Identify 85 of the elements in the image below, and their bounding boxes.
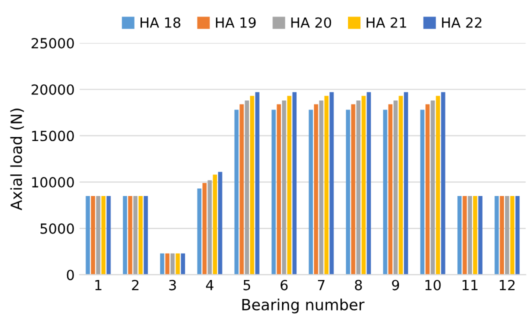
bar: [212, 174, 218, 275]
bar: [244, 100, 249, 275]
y-tick-label: 0: [66, 270, 74, 280]
bar: [515, 196, 520, 275]
y-tick-label: 5000: [40, 223, 74, 234]
legend-label: HA 19: [216, 17, 256, 28]
bar: [250, 96, 254, 275]
bar: [425, 104, 430, 275]
bar: [106, 196, 111, 275]
bar: [122, 196, 128, 275]
x-axis-title: Bearing number: [242, 298, 364, 314]
x-tick-label: 3: [169, 280, 176, 290]
bar: [388, 104, 392, 275]
bar: [346, 110, 350, 275]
bar: [394, 100, 398, 275]
x-tick-label: 4: [206, 280, 214, 290]
bar: [330, 92, 334, 275]
bar: [218, 172, 222, 275]
x-tick-label: 10: [425, 280, 441, 290]
x-tick-label: 7: [318, 280, 324, 290]
bar: [356, 100, 361, 275]
bar: [144, 196, 148, 275]
bar: [101, 196, 106, 275]
x-tick-label: 5: [244, 280, 250, 290]
bar: [234, 110, 239, 275]
bar: [170, 253, 175, 275]
bar: [197, 188, 202, 275]
x-tick-label: 9: [392, 280, 400, 290]
bar: [462, 196, 467, 275]
bar: [383, 110, 388, 275]
bar: [90, 196, 96, 275]
bar: [240, 104, 244, 275]
bar: [128, 196, 132, 275]
bar: [473, 196, 478, 275]
bar: [202, 182, 207, 275]
bar: [436, 96, 440, 275]
bar: [86, 196, 90, 275]
bar: [282, 100, 286, 275]
bar: [494, 196, 499, 275]
bar: [505, 196, 510, 275]
bar: [457, 196, 462, 275]
bar: [165, 253, 170, 275]
x-tick-label: 1: [95, 280, 102, 290]
bar: [292, 92, 297, 275]
x-tick-label: 12: [500, 280, 515, 290]
bar: [160, 253, 164, 275]
bar: [287, 96, 292, 275]
y-tick-label: 20000: [32, 84, 74, 95]
bar: [272, 110, 276, 275]
bar: [180, 253, 186, 275]
bar: [366, 92, 371, 275]
bar: [96, 196, 100, 275]
x-tick-label: 6: [280, 280, 288, 290]
bar: [510, 196, 514, 275]
bar: [500, 196, 504, 275]
bar: [324, 96, 329, 275]
bar: [314, 104, 318, 275]
bar: [308, 110, 313, 275]
bar: [404, 92, 408, 275]
bar: [276, 104, 281, 275]
y-tick-label: 10000: [32, 177, 74, 188]
bar: [133, 196, 138, 275]
bar: [420, 110, 424, 275]
x-tick-label: 11: [462, 280, 478, 290]
legend-label: HA 18: [140, 17, 180, 28]
bar: [362, 96, 366, 275]
legend-label: HA 20: [291, 17, 332, 28]
bar: [478, 196, 482, 275]
bar: [441, 92, 446, 275]
legend-label: HA 22: [442, 17, 482, 28]
bar: [351, 104, 356, 275]
bar: [468, 196, 472, 275]
bar: [255, 92, 260, 275]
bar: [176, 253, 180, 275]
bar: [138, 196, 143, 275]
y-tick-label: 25000: [32, 38, 74, 49]
bar: [319, 100, 324, 275]
y-tick-label: 15000: [32, 130, 74, 142]
bar: [208, 180, 212, 275]
x-tick-label: 8: [354, 280, 362, 290]
legend-label: HA 21: [366, 17, 406, 28]
y-axis-title: Axial load (N): [10, 108, 24, 210]
bar: [430, 100, 435, 275]
bar: [398, 96, 403, 275]
x-tick-label: 2: [132, 280, 138, 290]
